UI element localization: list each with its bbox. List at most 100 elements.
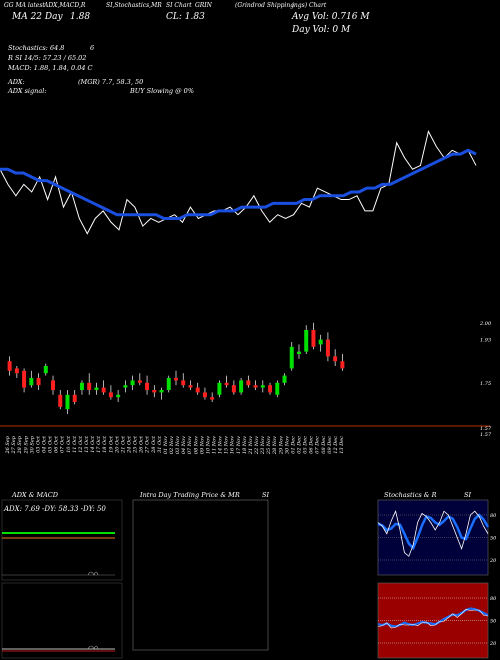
date-label: 01 Nov xyxy=(163,436,169,454)
date-label: 19 Oct xyxy=(108,435,114,453)
candle-up xyxy=(29,378,34,386)
date-label: 21 Oct xyxy=(120,435,126,454)
candle-down xyxy=(195,387,200,393)
header-stoch: SI,Stochastics,MR xyxy=(106,2,162,9)
candle-down xyxy=(87,382,92,390)
date-label: 02 Dec xyxy=(296,436,302,454)
candle-down xyxy=(174,378,178,381)
adx-values: ADX: 7.69 -DY: 58.33 -DY: 50 xyxy=(4,505,106,513)
date-label: 25 Oct xyxy=(133,435,139,454)
date-label: 10 Nov xyxy=(205,436,211,454)
candle-down xyxy=(210,397,215,400)
candle-down xyxy=(333,356,338,362)
date-label: 27 Sep xyxy=(11,435,17,454)
candle-up xyxy=(166,378,171,390)
candle-up xyxy=(289,346,294,369)
stoch-panel-title: Stochastics & R xyxy=(384,491,437,499)
date-label: 05 Dec xyxy=(303,436,309,454)
adx-readout: (MGR) 7.7, 58.3, 50 xyxy=(78,78,144,86)
candle-up xyxy=(304,330,309,352)
date-label: 27 Oct xyxy=(145,435,151,454)
candle-up xyxy=(159,390,164,393)
date-label: 29 Sep xyxy=(23,435,29,454)
candle-up xyxy=(296,351,301,354)
date-label: 17 Oct xyxy=(96,435,102,453)
date-label: 26 Sep xyxy=(5,435,11,454)
adx-label: ADX: xyxy=(8,78,25,86)
date-label: 06 Oct xyxy=(54,435,60,453)
candle-down xyxy=(268,385,273,393)
date-label: 10 Oct xyxy=(66,435,72,453)
header-company: (Grindrod Shipping xyxy=(235,2,295,9)
candle-up xyxy=(79,382,84,390)
candle-down xyxy=(108,392,113,398)
date-label: 12 Dec xyxy=(333,436,339,454)
header-ma-latest: GG MA latest xyxy=(4,2,45,9)
candle-up xyxy=(65,394,70,410)
price-tick-label: 2.00 xyxy=(479,321,492,327)
candle-down xyxy=(311,330,316,347)
date-label: 18 Nov xyxy=(242,436,248,454)
date-label: 28 Sep xyxy=(17,435,23,454)
ma-value: 1.88 xyxy=(70,12,91,22)
candle-up xyxy=(94,387,99,390)
price-tick-label: 1.75 xyxy=(480,381,491,387)
candle-up xyxy=(43,366,48,374)
macd-squiggle xyxy=(87,645,99,650)
candle-down xyxy=(36,378,41,386)
rsi-tick-label: 20 xyxy=(489,641,497,647)
candle-down xyxy=(246,380,251,386)
header-company-tail: ings) Chart xyxy=(292,2,327,9)
date-label: 01 Dec xyxy=(290,436,296,454)
candle-down xyxy=(145,382,150,390)
price-tick-label: 1.93 xyxy=(480,338,491,344)
date-label: 29 Nov xyxy=(278,436,284,455)
date-label: 04 Nov xyxy=(181,436,187,454)
header-si-chart: SI Chart xyxy=(166,2,192,9)
avg-vol: Avg Vol: 0.716 M xyxy=(292,12,370,22)
candle-down xyxy=(22,370,27,388)
candle-up xyxy=(217,382,222,395)
date-label: 26 Oct xyxy=(139,435,145,454)
candle-down xyxy=(253,385,258,388)
stoch-tick-label: 50 xyxy=(490,536,497,542)
date-label: 04 Oct xyxy=(41,435,47,453)
candle-down xyxy=(181,380,186,386)
candle-up xyxy=(282,375,287,383)
candle-down xyxy=(58,394,63,407)
date-label: 23 Nov xyxy=(260,436,266,455)
date-label: 07 Oct xyxy=(60,435,66,453)
stoch-k-line xyxy=(377,510,489,557)
macd-readout: MACD: 1.88, 1.84, 0.04 C xyxy=(8,64,93,72)
date-label: 30 Sep xyxy=(29,435,35,453)
date-label: 07 Dec xyxy=(315,436,321,454)
ma-label: MA 22 Day xyxy=(12,12,63,22)
date-label: 28 Nov xyxy=(272,436,278,455)
date-label: 11 Nov xyxy=(211,436,217,454)
intraday-panel-si: SI xyxy=(262,491,270,499)
stoch-tick-label: 80 xyxy=(490,513,497,519)
intraday-panel-box xyxy=(132,499,269,651)
date-label: 16 Nov xyxy=(230,436,236,454)
candle-down xyxy=(51,380,56,390)
date-label: 20 Oct xyxy=(114,435,120,454)
candle-up xyxy=(318,339,323,345)
rsi-readout: R SI 14/5: 57.23 / 65.02 xyxy=(8,54,87,62)
candle-down xyxy=(231,385,236,393)
candle-down xyxy=(152,390,157,393)
buy-signal: BUY Slowing @ 0% xyxy=(130,87,194,95)
close-label: CL: 1.83 xyxy=(166,12,205,22)
close-price-line xyxy=(0,129,477,235)
date-label: 25 Nov xyxy=(266,436,272,455)
candle-up xyxy=(239,380,244,393)
candle-down xyxy=(224,382,229,386)
adx-signal-label: ADX signal: xyxy=(8,87,47,95)
candle-down xyxy=(137,380,142,383)
stoch-d-line xyxy=(377,513,490,551)
rsi-price-line xyxy=(377,608,489,629)
date-label: 18 Oct xyxy=(102,435,108,453)
candle-down xyxy=(14,368,19,374)
